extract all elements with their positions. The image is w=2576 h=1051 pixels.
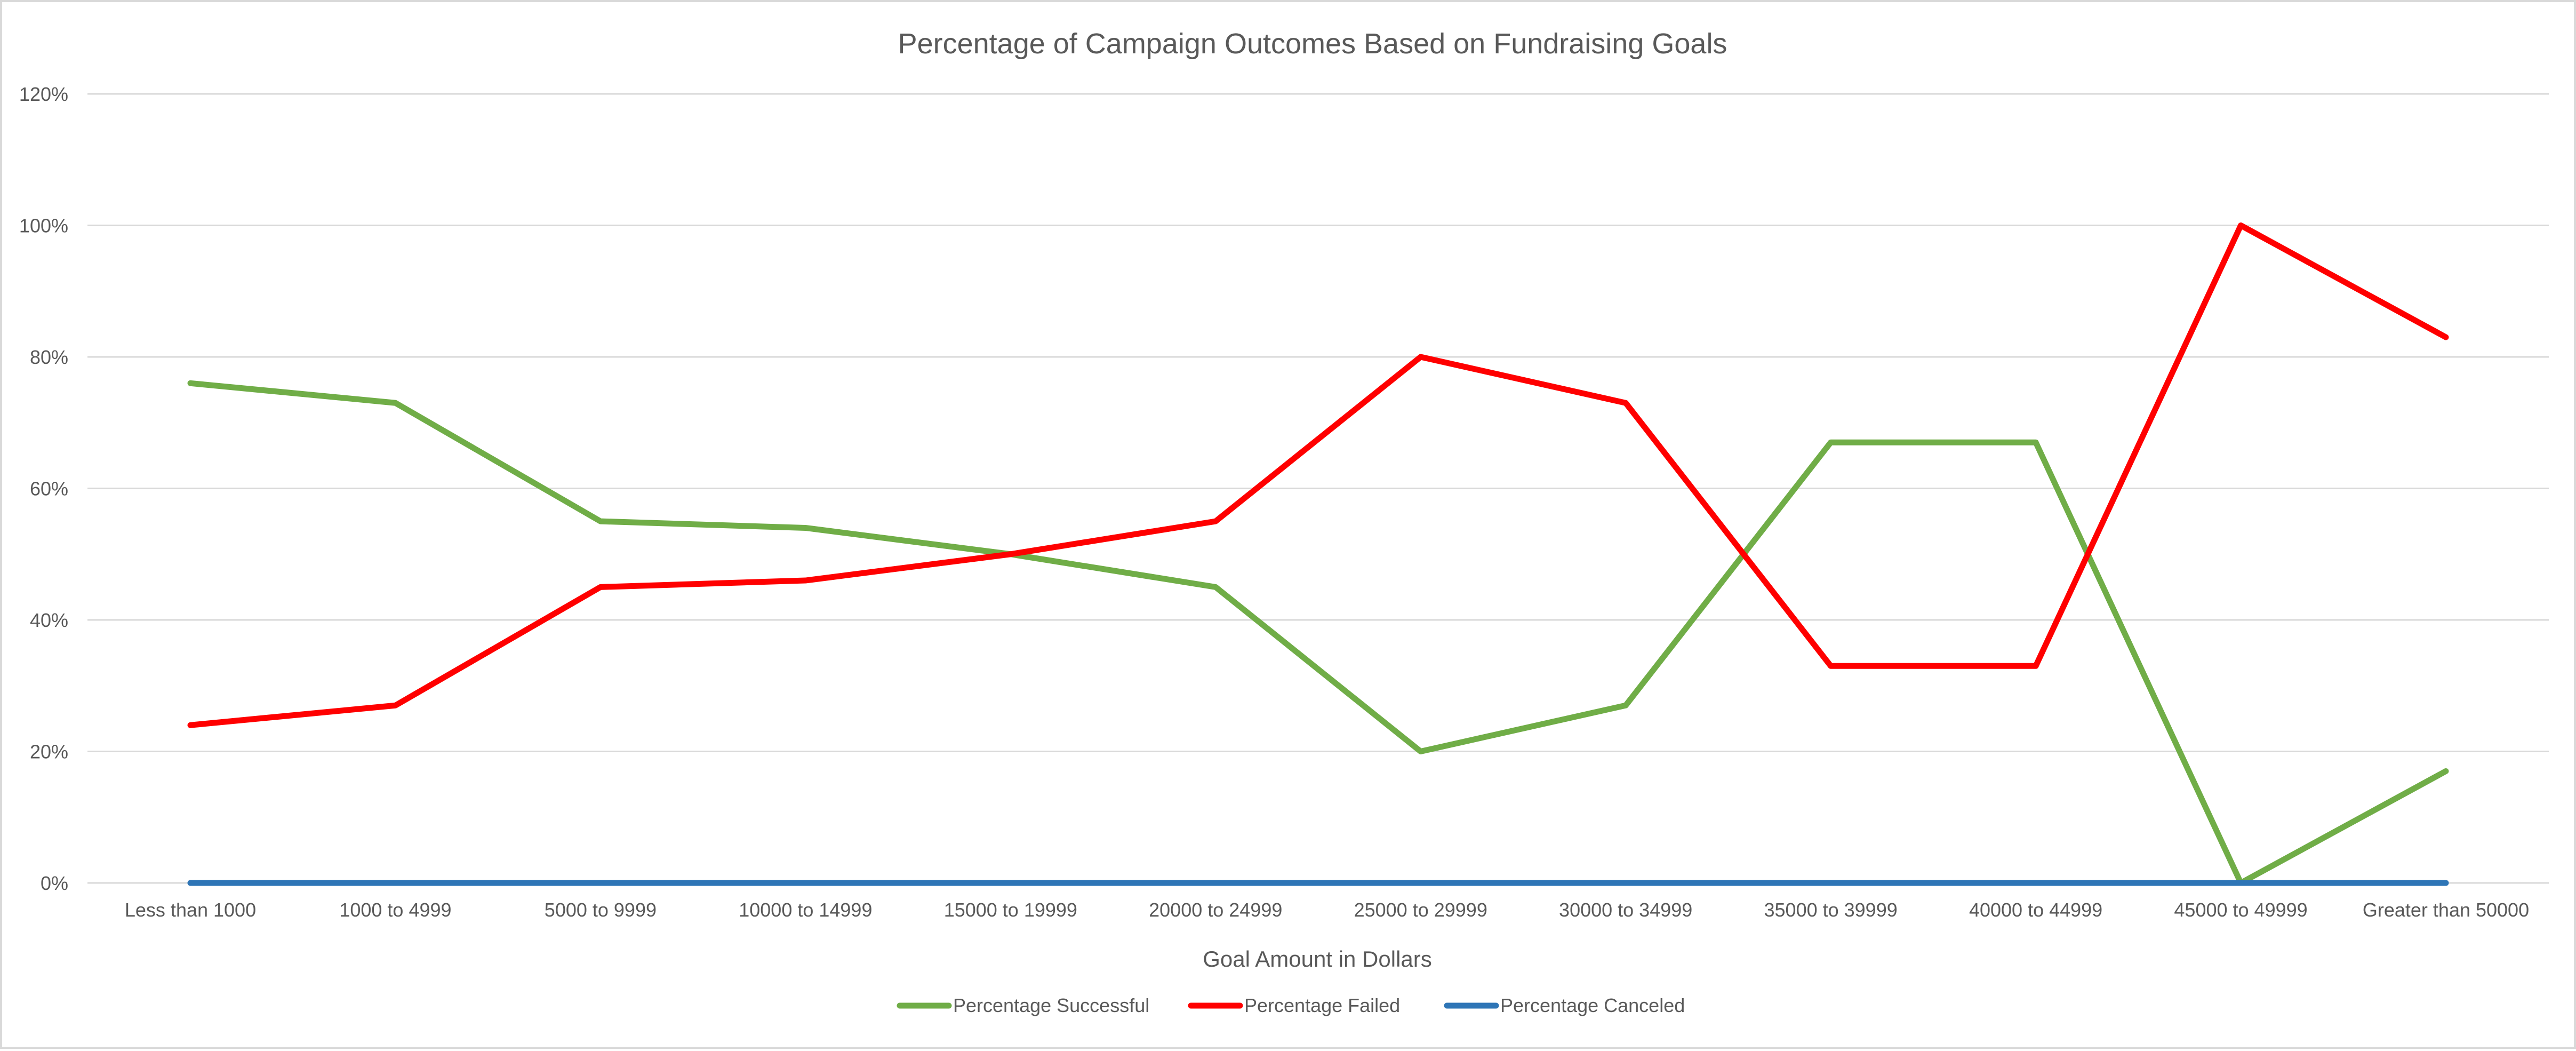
series-percentage-successful [190, 383, 2446, 883]
series-percentage-failed [190, 225, 2446, 725]
x-tick-label: 15000 to 19999 [944, 899, 1077, 921]
legend-item: Percentage Failed [1191, 994, 1400, 1016]
x-tick-label: 5000 to 9999 [545, 899, 657, 921]
y-axis-ticks: 0% 20% 40% 60% 80% 100% 120% [19, 83, 68, 894]
series-line [190, 226, 2446, 726]
x-tick-label: Greater than 50000 [2363, 899, 2529, 921]
x-tick-label: 30000 to 34999 [1559, 899, 1692, 921]
legend-item: Percentage Canceled [1447, 994, 1685, 1016]
legend-label: Percentage Successful [953, 994, 1149, 1016]
y-tick-label: 40% [30, 609, 68, 631]
y-tick-label: 100% [19, 215, 68, 237]
legend-label: Percentage Failed [1244, 994, 1400, 1016]
series-lines [190, 225, 2446, 883]
gridlines [87, 94, 2549, 883]
x-axis-ticks: Less than 1000 1000 to 4999 5000 to 9999 10… [125, 899, 2529, 921]
series-line [190, 383, 2446, 883]
y-tick-label: 120% [19, 83, 68, 105]
x-tick-label: 20000 to 24999 [1149, 899, 1282, 921]
x-tick-label: Less than 1000 [125, 899, 256, 921]
x-tick-label: 45000 to 49999 [2174, 899, 2307, 921]
x-tick-label: 10000 to 14999 [739, 899, 872, 921]
y-tick-label: 0% [41, 872, 68, 894]
x-tick-label: 40000 to 44999 [1969, 899, 2102, 921]
y-tick-label: 60% [30, 478, 68, 500]
y-tick-label: 20% [30, 741, 68, 763]
y-tick-label: 80% [30, 346, 68, 368]
x-axis-title: Goal Amount in Dollars [1203, 946, 1432, 972]
x-tick-label: 1000 to 4999 [339, 899, 451, 921]
legend-label: Percentage Canceled [1500, 994, 1685, 1016]
chart-title: Percentage of Campaign Outcomes Based on… [898, 28, 1727, 60]
legend: Percentage Successful Percentage Failed Pe… [900, 994, 1685, 1016]
x-tick-label: 25000 to 29999 [1354, 899, 1487, 921]
x-tick-label: 35000 to 39999 [1764, 899, 1898, 921]
legend-item: Percentage Successful [900, 994, 1149, 1016]
